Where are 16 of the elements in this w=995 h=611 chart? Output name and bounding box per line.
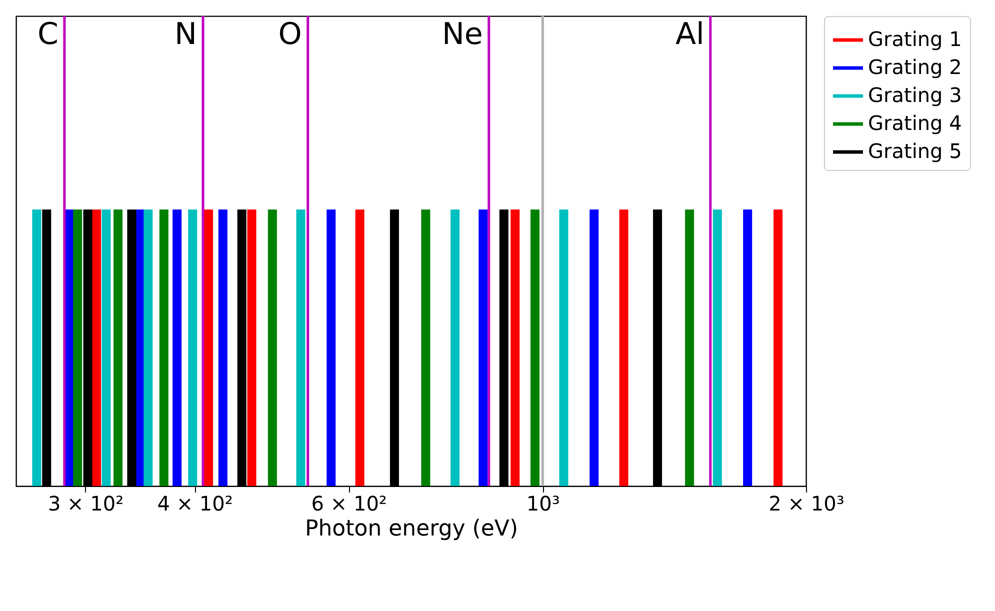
x-tick-label: 3 × 10² [48,492,124,516]
x-tick-label: 2 × 10³ [768,492,844,516]
x-tick-label: 6 × 10² [311,492,387,516]
ref-line-label: O [278,17,302,52]
x-axis-title: Photon energy (eV) [304,516,518,542]
ref-line-label: C [37,17,58,52]
legend-label: Grating 5 [868,139,962,163]
x-tick-label: 4 × 10² [157,492,233,516]
legend-label: Grating 1 [868,27,962,51]
legend-label: Grating 3 [868,83,962,107]
x-tick-label: 10³ [526,492,560,516]
legend-label: Grating 2 [868,55,962,79]
legend-label: Grating 4 [868,111,962,135]
ref-line-label: N [174,17,198,52]
ref-line-label: Ne [442,17,483,52]
ref-line-label: Al [676,17,704,52]
